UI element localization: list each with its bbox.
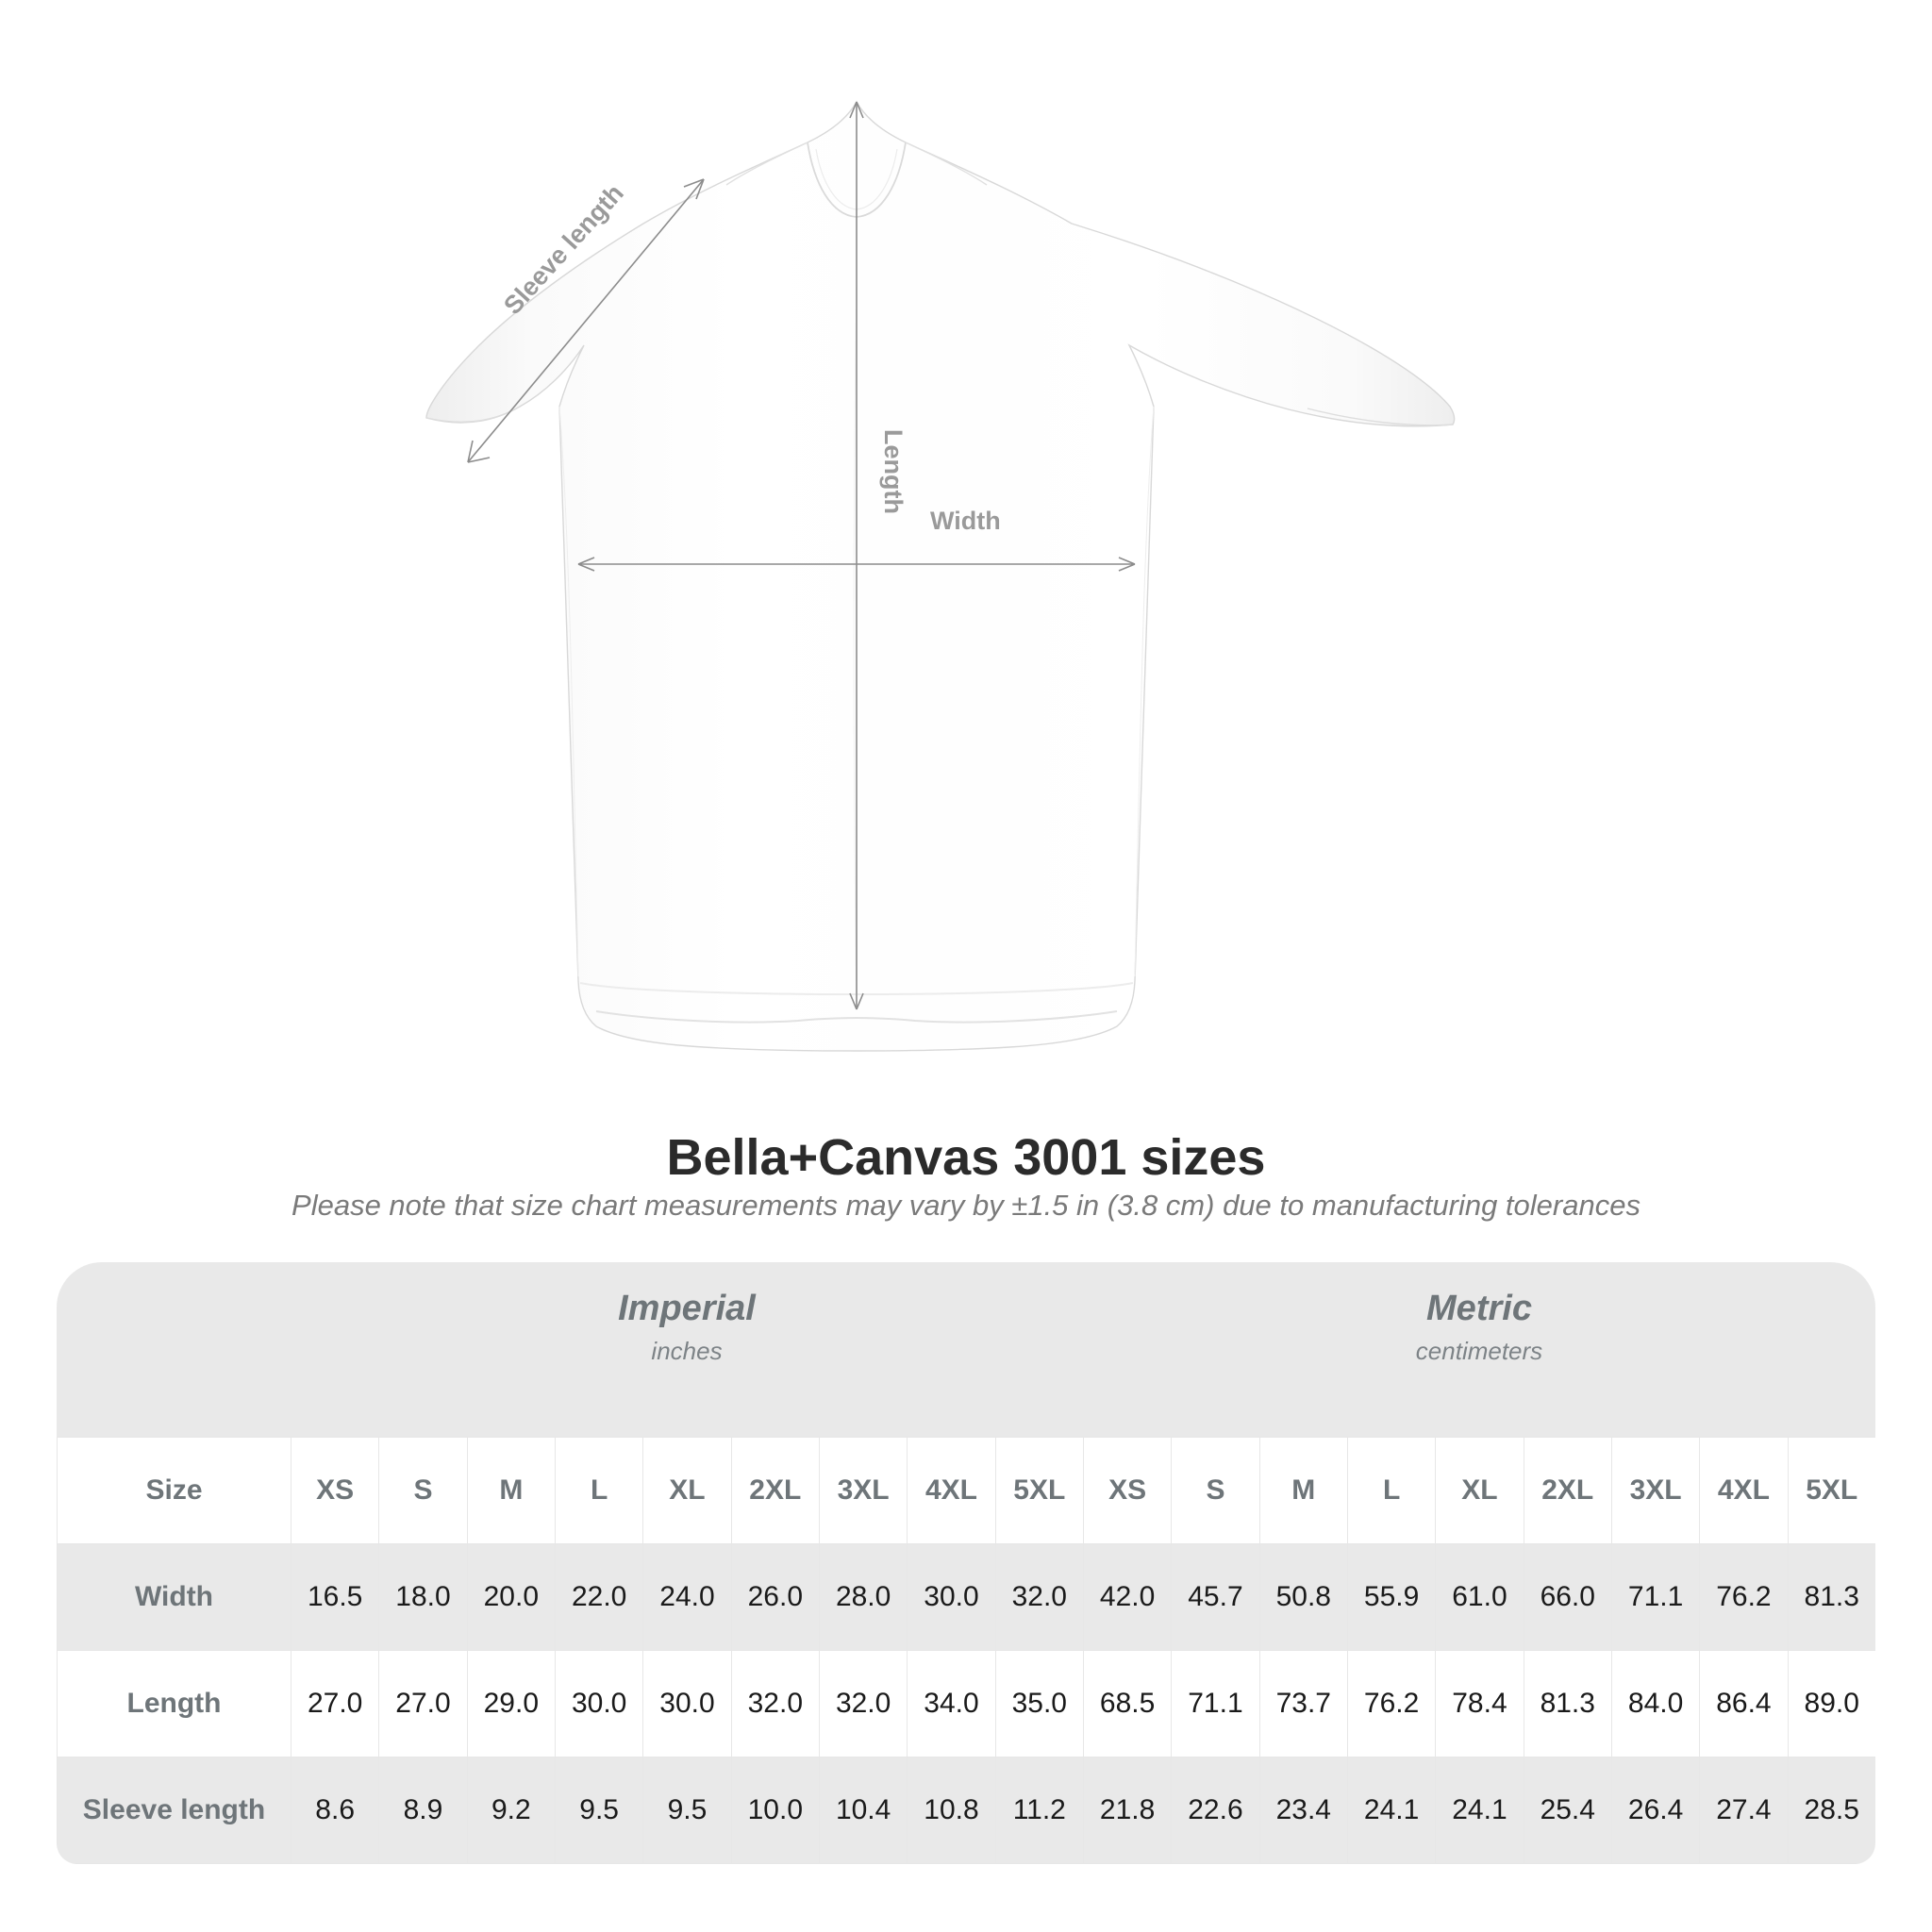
svg-text:Width: Width	[930, 507, 1001, 535]
svg-text:Length: Length	[879, 429, 908, 514]
